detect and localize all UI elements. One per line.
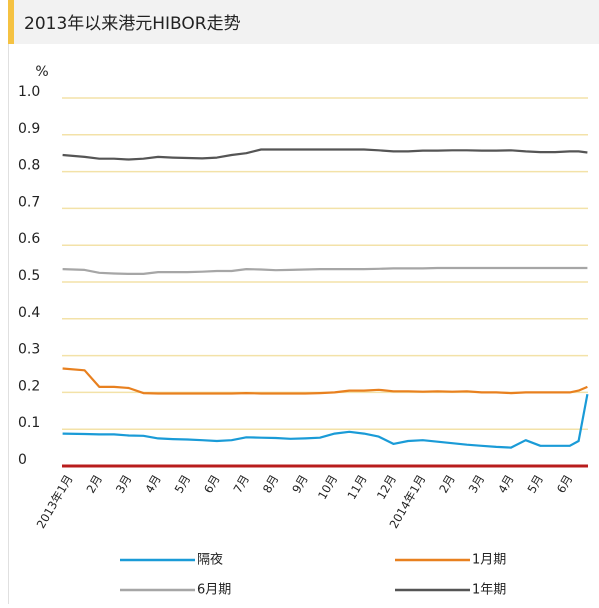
- x-tick-label: 4月: [495, 472, 517, 495]
- x-tick-label: 6月: [554, 472, 576, 495]
- legend-label: 1年期: [472, 583, 506, 598]
- x-tick-label: 4月: [142, 472, 164, 495]
- x-tick-label: 12月: [374, 472, 399, 502]
- y-tick-label: 0.9: [18, 121, 40, 137]
- y-axis-label: %: [35, 64, 48, 80]
- y-tick-label: 0.7: [18, 194, 40, 210]
- x-tick-label: 3月: [113, 472, 135, 495]
- series-line: [62, 148, 588, 161]
- x-tick-label: 11月: [344, 472, 369, 502]
- y-tick-label: 0.4: [18, 305, 40, 321]
- y-tick-label: 0: [18, 452, 27, 468]
- title-bar: [8, 0, 599, 44]
- series-line: [62, 367, 588, 395]
- legend-label: 6月期: [197, 583, 231, 598]
- y-tick-label: 0.3: [18, 342, 40, 358]
- x-tick-label: 9月: [289, 472, 311, 495]
- legend-label: 1月期: [472, 553, 506, 568]
- x-tick-label: 3月: [466, 472, 488, 495]
- series-line: [62, 393, 589, 449]
- x-tick-label: 8月: [260, 472, 282, 495]
- chart-title: 2013年以来港元HIBOR走势: [24, 14, 241, 34]
- x-tick-label: 5月: [172, 472, 194, 495]
- title-accent: [8, 0, 14, 44]
- legend-label: 隔夜: [197, 553, 223, 568]
- x-tick-label: 6月: [201, 472, 223, 495]
- x-tick-label: 2月: [436, 472, 458, 495]
- x-tick-label: 7月: [230, 472, 252, 495]
- y-tick-label: 0.5: [18, 268, 40, 284]
- y-tick-label: 1.0: [18, 84, 40, 100]
- x-tick-label: 10月: [315, 472, 340, 502]
- x-tick-label: 2013年1月: [34, 472, 76, 531]
- y-tick-label: 0.1: [18, 415, 40, 431]
- x-tick-label: 5月: [524, 472, 546, 495]
- y-tick-label: 0.2: [18, 378, 40, 394]
- y-tick-label: 0.8: [18, 158, 40, 174]
- y-tick-label: 0.6: [18, 231, 40, 247]
- series-line: [62, 266, 588, 275]
- x-tick-label: 2月: [83, 472, 105, 495]
